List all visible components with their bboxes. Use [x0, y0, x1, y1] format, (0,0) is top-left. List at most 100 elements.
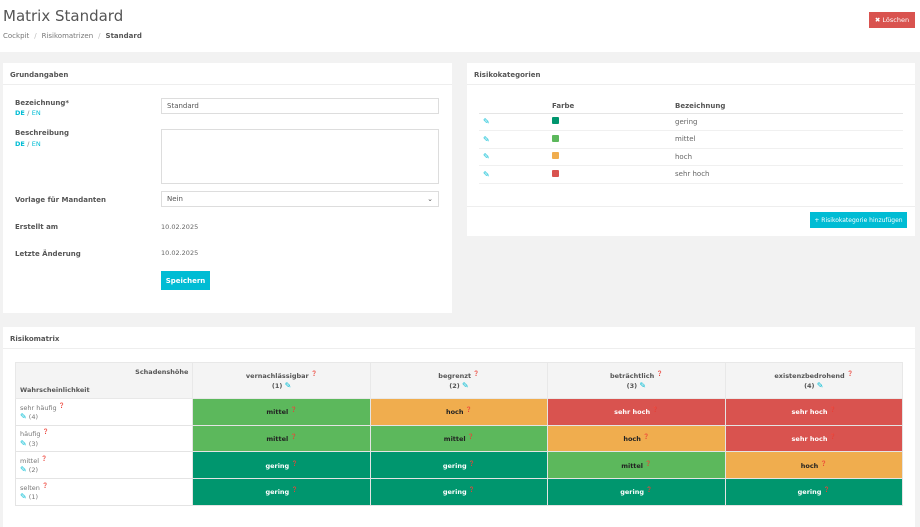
column-header: vernachlässigbar ❓ (1) ✎: [192, 362, 371, 399]
help-icon[interactable]: ❓: [645, 460, 652, 467]
help-icon[interactable]: ❓: [468, 487, 476, 494]
help-icon[interactable]: ❓: [646, 487, 653, 494]
matrix-cell[interactable]: hoch ❓: [547, 424, 726, 453]
edit-icon[interactable]: ✎: [483, 117, 490, 127]
cell-label: mittel: [621, 461, 644, 470]
row-num: (3): [28, 439, 38, 448]
matrix-row: mittel ❓ ✎ (2) gering ❓ gering ❓ mittel ❓ hoc…: [14, 451, 904, 480]
edit-icon[interactable]: ✎: [20, 491, 27, 501]
breadcrumb-cockpit[interactable]: Cockpit: [3, 32, 30, 40]
matrix-cell[interactable]: sehr hoch ❓: [724, 424, 904, 453]
add-category-button[interactable]: + Risikokategorie hinzufügen: [810, 212, 907, 228]
edit-icon[interactable]: ✎: [483, 134, 490, 144]
lang-de[interactable]: DE: [15, 140, 25, 148]
help-icon[interactable]: ❓: [823, 487, 830, 494]
cell-label: hoch: [623, 435, 641, 444]
matrix-cell[interactable]: gering ❓: [547, 478, 726, 506]
cell-label: gering: [797, 488, 822, 497]
edit-icon[interactable]: ✎: [20, 465, 27, 475]
help-icon[interactable]: ❓: [290, 407, 297, 414]
card-title: Grundangaben: [3, 63, 452, 85]
help-icon[interactable]: ❓: [467, 433, 475, 440]
row-label: mittel: [20, 457, 40, 466]
column-header: begrenzt ❓ (2) ✎: [369, 362, 549, 399]
card-title: Risikokategorien: [467, 63, 915, 85]
edit-icon[interactable]: ✎: [483, 169, 490, 179]
help-icon[interactable]: ❓: [311, 371, 318, 378]
bezeichnung-input[interactable]: Standard: [161, 98, 439, 114]
cell-label: mittel: [266, 435, 289, 444]
risikomatrix-card: Risikomatrix Schadenshöhe Wahrscheinlichk…: [3, 327, 915, 527]
matrix-cell[interactable]: mittel ❓: [369, 424, 549, 453]
edit-icon[interactable]: ✎: [20, 438, 27, 448]
row-header: häufig ❓ ✎ (3): [14, 424, 194, 453]
aenderung-value: 10.02.2025: [161, 249, 199, 257]
cell-label: hoch: [800, 461, 819, 470]
column-label: begrenzt: [438, 372, 472, 381]
help-icon[interactable]: ❓: [291, 460, 298, 467]
edit-icon[interactable]: ✎: [816, 380, 824, 390]
edit-icon[interactable]: ✎: [284, 380, 292, 390]
help-icon[interactable]: ❓: [473, 371, 480, 378]
matrix-cell[interactable]: gering ❓: [369, 478, 549, 506]
matrix-cell[interactable]: hoch ❓: [724, 451, 904, 480]
help-icon[interactable]: ❓: [820, 460, 827, 467]
column-header: beträchtlich ❓ (3) ✎: [547, 362, 726, 399]
column-label: beträchtlich: [609, 372, 655, 381]
row-num: (4): [28, 412, 38, 421]
help-icon[interactable]: ❓: [656, 371, 663, 378]
erstellt-value: 10.02.2025: [161, 223, 199, 231]
vorlage-select[interactable]: Nein ⌄: [161, 191, 439, 207]
grundangaben-card: Grundangaben Bezeichnung* DE / EN Standa…: [3, 63, 452, 313]
matrix-cell[interactable]: mittel ❓: [192, 398, 371, 426]
color-swatch: [552, 152, 559, 160]
help-icon[interactable]: ❓: [42, 429, 49, 436]
edit-icon[interactable]: ✎: [483, 152, 490, 162]
help-icon[interactable]: ❓: [652, 407, 659, 414]
aenderung-label: Letzte Änderung: [15, 250, 81, 258]
category-table: Farbe Bezeichnung ✎ gering ✎ mittel ✎ hoch ✎ seh…: [479, 99, 903, 184]
page-title: Matrix Standard: [3, 7, 124, 25]
lang-en[interactable]: EN: [31, 140, 41, 148]
help-icon[interactable]: ❓: [829, 433, 836, 440]
category-name: hoch: [675, 148, 903, 166]
matrix-cell[interactable]: gering ❓: [724, 478, 904, 506]
category-row: ✎ hoch: [479, 148, 903, 166]
edit-icon[interactable]: ✎: [639, 380, 647, 390]
matrix-row: sehr häufig ❓ ✎ (4) mittel ❓ hoch ❓ sehr hoc…: [14, 398, 904, 426]
help-icon[interactable]: ❓: [829, 407, 836, 414]
help-icon[interactable]: ❓: [465, 407, 473, 414]
lang-en[interactable]: EN: [31, 109, 41, 117]
row-num: (1): [28, 492, 38, 501]
page-header: Matrix Standard Cockpit / Risikomatrizen / S…: [0, 0, 920, 52]
matrix-cell[interactable]: mittel ❓: [192, 424, 371, 453]
save-button[interactable]: Speichern: [161, 271, 210, 290]
edit-icon[interactable]: ✎: [461, 380, 469, 390]
help-icon[interactable]: ❓: [58, 402, 65, 409]
beschreibung-textarea[interactable]: [161, 129, 439, 184]
matrix-cell[interactable]: sehr hoch ❓: [724, 398, 904, 426]
help-icon[interactable]: ❓: [290, 433, 297, 440]
breadcrumb-risikomatrizen[interactable]: Risikomatrizen: [41, 32, 94, 40]
matrix-cell[interactable]: gering ❓: [369, 451, 549, 480]
help-icon[interactable]: ❓: [41, 456, 48, 463]
matrix-cell[interactable]: hoch ❓: [369, 398, 549, 426]
edit-icon[interactable]: ✎: [20, 411, 27, 421]
help-icon[interactable]: ❓: [291, 487, 298, 494]
help-icon[interactable]: ❓: [41, 482, 49, 489]
beschreibung-label: Beschreibung: [15, 129, 69, 137]
delete-button[interactable]: ✖ Löschen: [869, 12, 915, 28]
column-num: (1): [271, 381, 283, 390]
help-icon[interactable]: ❓: [643, 433, 650, 440]
matrix-cell[interactable]: gering ❓: [192, 451, 371, 480]
matrix-cell[interactable]: gering ❓: [192, 478, 371, 506]
matrix-cell[interactable]: sehr hoch ❓: [547, 398, 726, 426]
breadcrumb: Cockpit / Risikomatrizen / Standard: [3, 32, 142, 40]
matrix-cell[interactable]: mittel ❓: [547, 451, 726, 480]
cell-label: gering: [442, 488, 467, 497]
help-icon[interactable]: ❓: [846, 371, 854, 378]
help-icon[interactable]: ❓: [468, 460, 476, 467]
color-swatch: [552, 134, 559, 142]
lang-de[interactable]: DE: [15, 109, 25, 117]
row-label: häufig: [20, 430, 41, 439]
